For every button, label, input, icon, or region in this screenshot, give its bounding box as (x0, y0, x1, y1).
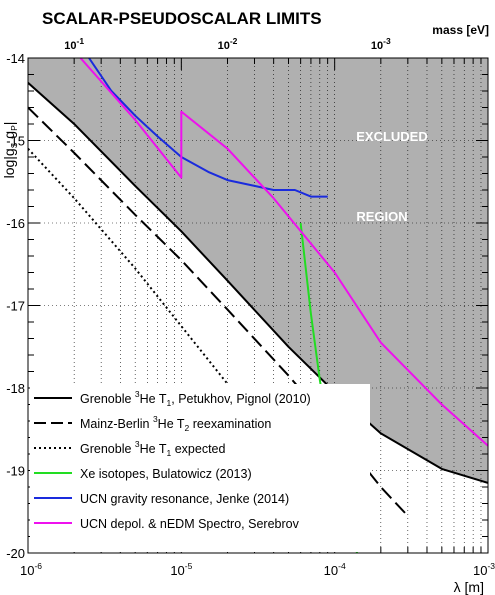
top-tick-label: 10-2 (218, 36, 238, 52)
x-tick-label: 10-5 (170, 561, 192, 578)
x-tick-label: 10-6 (20, 561, 42, 578)
top-axis-label: mass [eV] (432, 23, 489, 37)
excluded-region (28, 58, 488, 483)
y-tick-label: -17 (6, 299, 25, 314)
y-axis-label: log|gS gP| (1, 122, 19, 179)
legend-label-1: Mainz-Berlin 3He T2 reexamination (80, 414, 271, 433)
legend-label-4: UCN gravity resonance, Jenke (2014) (80, 492, 289, 506)
series-line-5 (79, 58, 488, 447)
top-tick-label: 10-3 (371, 36, 391, 52)
legend-label-0: Grenoble 3He T1, Petukhov, Pignol (2010) (80, 389, 311, 408)
legend: Grenoble 3He T1, Petukhov, Pignol (2010)… (30, 384, 370, 552)
series-line-0 (28, 82, 488, 484)
top-tick-label: 10-1 (64, 36, 84, 52)
annotation-excluded: EXCLUDED (356, 129, 428, 144)
legend-box (30, 384, 370, 552)
x-axis-label: λ [m] (454, 579, 484, 595)
series-line-4 (88, 58, 328, 198)
x-tick-label: 10-3 (473, 561, 495, 578)
y-tick-label: -16 (6, 216, 25, 231)
y-tick-label: -18 (6, 381, 25, 396)
y-tick-label: -14 (6, 51, 25, 66)
legend-label-2: Grenoble 3He T1 expected (80, 439, 226, 458)
chart-title: SCALAR-PSEUDOSCALAR LIMITS (42, 9, 322, 28)
y-tick-label: -15 (6, 134, 25, 149)
legend-label-5: UCN depol. & nEDM Spectro, Serebrov (80, 517, 300, 531)
y-tick-label: -19 (6, 464, 25, 479)
legend-label-3: Xe isotopes, Bulatowicz (2013) (80, 467, 252, 481)
x-tick-label: 10-4 (324, 561, 346, 578)
y-tick-label: -20 (6, 546, 25, 561)
annotation-region: REGION (356, 209, 407, 224)
